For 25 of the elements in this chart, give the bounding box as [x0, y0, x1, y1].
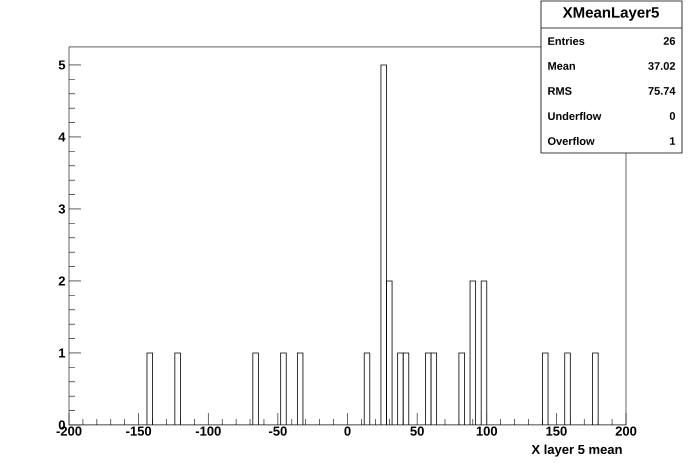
annotation: Overflow — [548, 136, 595, 146]
annotation: RMS — [548, 87, 572, 95]
x-tick-label: 0 — [344, 426, 351, 436]
chart-title: XMeanLayer5 — [562, 7, 659, 21]
annotation: Underflow — [548, 112, 602, 120]
x-tick-label: 150 — [546, 426, 567, 436]
y-tick-label: 2 — [58, 276, 65, 286]
y-tick-label: 3 — [58, 204, 66, 214]
y-tick-label: 1 — [59, 348, 66, 358]
x-tick-label: 50 — [410, 426, 424, 436]
x-tick-label: 200 — [616, 426, 636, 436]
x-tick-label: -50 — [269, 426, 287, 436]
text: 1 — [670, 137, 676, 145]
text: 26 — [664, 37, 676, 45]
annotation: Mean — [548, 62, 575, 70]
y-tick-label: 5 — [58, 60, 66, 70]
text: Entries — [548, 36, 584, 46]
y-tick-label: 4 — [58, 132, 66, 142]
x-tick-label: 100 — [476, 426, 498, 436]
text: 0 — [670, 112, 676, 120]
x-tick-label: -100 — [196, 426, 221, 436]
text: 75.74 — [648, 87, 676, 95]
x-tick-label: -150 — [126, 426, 152, 436]
text: 37.02 — [648, 62, 676, 70]
x-axis-title: X layer 5 mean — [532, 444, 622, 457]
